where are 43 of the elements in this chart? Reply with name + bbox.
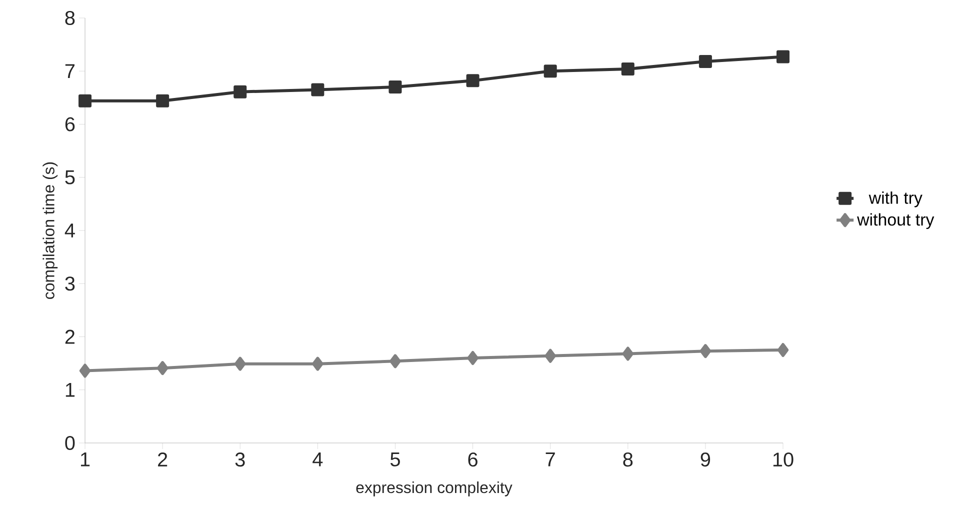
x-tick-label: 4 bbox=[312, 452, 323, 466]
point bbox=[467, 350, 478, 365]
x-tick-label: 7 bbox=[546, 452, 555, 466]
point bbox=[466, 74, 480, 88]
point bbox=[700, 344, 712, 358]
x-tick-label: 2 bbox=[158, 452, 168, 466]
y-tick-label: 6 bbox=[65, 117, 75, 132]
y-tick-label: 7 bbox=[65, 64, 74, 78]
point bbox=[79, 364, 91, 378]
legend-label: without try bbox=[857, 213, 934, 230]
point bbox=[544, 64, 557, 78]
point bbox=[312, 356, 324, 371]
point bbox=[776, 50, 790, 64]
point bbox=[156, 361, 168, 376]
y-axis-title: compilation time (s) bbox=[42, 162, 58, 299]
x-tick-label: 10 bbox=[773, 452, 794, 467]
x-tick-label: 1 bbox=[80, 452, 90, 466]
point bbox=[388, 80, 402, 94]
x-axis-title: expression complexity bbox=[356, 481, 512, 496]
legend-label: with try bbox=[868, 191, 922, 208]
y-tick-label: 5 bbox=[65, 170, 75, 184]
y-tick-label: 8 bbox=[65, 10, 75, 26]
y-tick-label: 4 bbox=[64, 224, 75, 238]
point bbox=[621, 62, 634, 76]
point bbox=[78, 94, 92, 108]
point bbox=[311, 83, 324, 96]
y-tick-label: 3 bbox=[65, 276, 75, 291]
point bbox=[777, 343, 789, 358]
x-tick-label: 3 bbox=[235, 452, 245, 467]
point bbox=[698, 55, 712, 68]
point bbox=[544, 348, 556, 363]
y-tick-label: 2 bbox=[65, 330, 74, 344]
x-tick-label: 9 bbox=[700, 452, 710, 467]
y-tick-label: 1 bbox=[66, 383, 75, 397]
point bbox=[390, 354, 401, 368]
point bbox=[234, 85, 247, 98]
x-tick-label: 6 bbox=[468, 452, 478, 467]
point bbox=[622, 346, 634, 361]
x-tick-label: 8 bbox=[623, 452, 633, 467]
point bbox=[156, 94, 170, 108]
x-tick-label: 5 bbox=[390, 452, 400, 466]
point bbox=[234, 356, 246, 371]
y-tick-label: 0 bbox=[65, 436, 75, 450]
